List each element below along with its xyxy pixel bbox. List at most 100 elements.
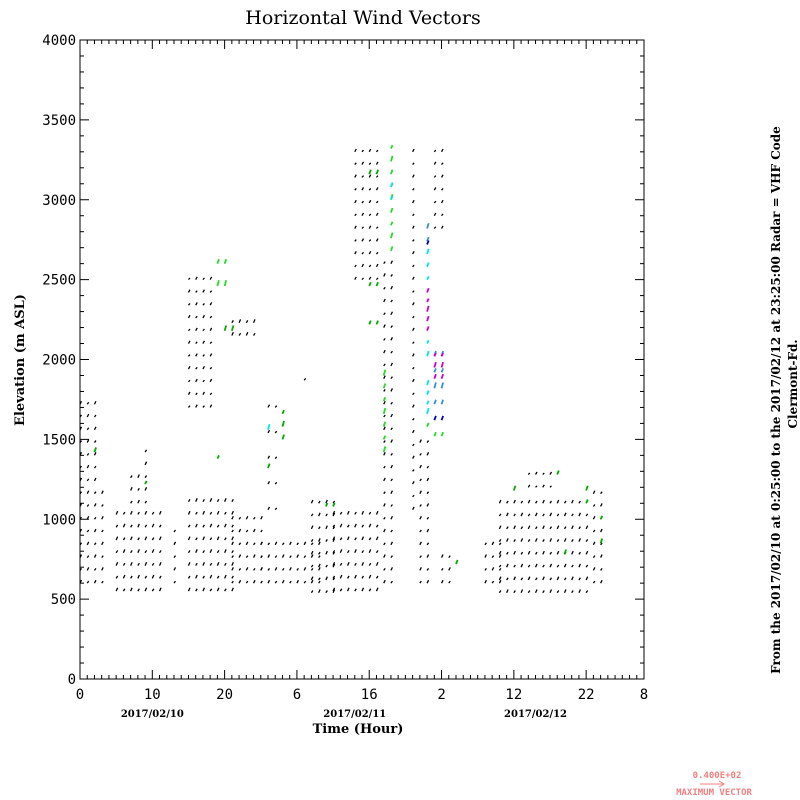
wind-vector <box>252 319 256 324</box>
wind-vector <box>390 362 394 367</box>
wind-vector <box>412 366 415 370</box>
wind-vector <box>571 525 574 530</box>
wind-vector <box>195 574 198 579</box>
wind-vector <box>151 588 155 592</box>
wind-vector <box>187 277 191 281</box>
wind-vector <box>231 555 234 558</box>
wind-vector <box>592 529 596 533</box>
wind-vector <box>426 567 430 571</box>
wind-vector <box>209 562 213 566</box>
time-range-text: From the 2017/02/10 at 0:25:00 to the 20… <box>769 126 783 674</box>
wind-vector <box>151 562 155 566</box>
wind-vector <box>195 378 198 383</box>
wind-vector <box>195 498 198 502</box>
wind-vector <box>137 474 140 478</box>
wind-vector <box>151 511 155 515</box>
wind-vector <box>592 567 596 571</box>
wind-vector <box>346 524 350 528</box>
wind-vector <box>187 561 191 566</box>
wind-vector <box>187 289 191 293</box>
wind-vector <box>375 277 379 281</box>
wind-vector <box>527 550 531 555</box>
wind-vector <box>426 305 430 312</box>
wind-vector <box>303 580 307 584</box>
wind-vector <box>130 475 133 479</box>
x-tick-label: 2 <box>437 687 445 703</box>
wind-vector <box>130 536 133 541</box>
wind-vector <box>79 491 83 495</box>
wind-vector <box>368 511 372 515</box>
wind-vector <box>383 337 386 341</box>
wind-vector <box>549 538 553 542</box>
wind-vector <box>354 148 357 153</box>
wind-vector <box>267 424 271 431</box>
x-tick-label: 16 <box>361 687 378 703</box>
wind-vector <box>556 539 560 542</box>
wind-vector <box>433 352 437 357</box>
wind-vector <box>216 536 220 541</box>
wind-vector <box>542 525 545 530</box>
wind-vector <box>433 382 437 389</box>
wind-vector <box>440 367 444 373</box>
wind-vector <box>122 549 126 554</box>
wind-vector <box>433 161 437 165</box>
wind-vector <box>484 542 487 546</box>
wind-vector <box>433 187 437 191</box>
wind-vector <box>93 426 97 431</box>
wind-vector <box>361 277 364 281</box>
wind-vector <box>202 314 205 319</box>
wind-vector <box>520 577 524 581</box>
wind-vector <box>390 529 393 533</box>
wind-vector <box>144 461 148 466</box>
wind-vector <box>274 456 278 459</box>
wind-vector <box>339 523 343 528</box>
wind-vector <box>346 587 350 592</box>
wind-vector <box>310 576 314 581</box>
wind-vector <box>231 550 234 554</box>
wind-vector <box>332 512 336 517</box>
wind-vector <box>368 320 372 325</box>
wind-vector <box>419 580 422 584</box>
wind-vector <box>86 478 90 482</box>
wind-vector <box>137 499 140 504</box>
max-vector-label: MAXIMUM VECTOR <box>676 788 752 798</box>
wind-vector <box>527 499 531 504</box>
wind-vector <box>238 528 242 533</box>
wind-vector <box>542 513 545 517</box>
wind-vector <box>303 541 307 546</box>
wind-vector <box>512 485 517 491</box>
wind-vector <box>130 550 133 554</box>
wind-vector <box>318 555 321 558</box>
wind-vector <box>390 376 393 380</box>
wind-vector <box>419 541 422 546</box>
wind-vector <box>310 564 314 568</box>
wind-vector <box>520 589 524 594</box>
wind-vector <box>390 207 394 213</box>
wind-vector <box>325 550 328 555</box>
wind-vector <box>86 439 90 443</box>
wind-vector <box>79 528 83 533</box>
wind-vector <box>542 484 545 488</box>
wind-vector <box>571 550 574 555</box>
wind-vector <box>93 400 97 405</box>
wind-vector <box>520 538 524 542</box>
wind-vector <box>419 567 422 571</box>
wind-vector <box>383 440 386 443</box>
wind-vector <box>86 567 90 571</box>
wind-vector <box>274 555 278 558</box>
x-tick-label: 22 <box>578 687 595 703</box>
wind-vector <box>578 577 581 581</box>
wind-vector <box>354 199 357 204</box>
wind-vector <box>267 481 271 485</box>
wind-vector <box>440 174 444 178</box>
wind-vector <box>412 494 415 498</box>
wind-vector <box>368 523 372 528</box>
wind-vector <box>224 537 227 541</box>
wind-vector <box>390 155 394 162</box>
wind-vector <box>195 302 198 306</box>
wind-vector <box>202 575 205 579</box>
wind-vector <box>563 577 567 581</box>
wind-vector <box>231 524 234 528</box>
wind-vector <box>383 567 386 571</box>
wind-vector <box>101 529 104 533</box>
